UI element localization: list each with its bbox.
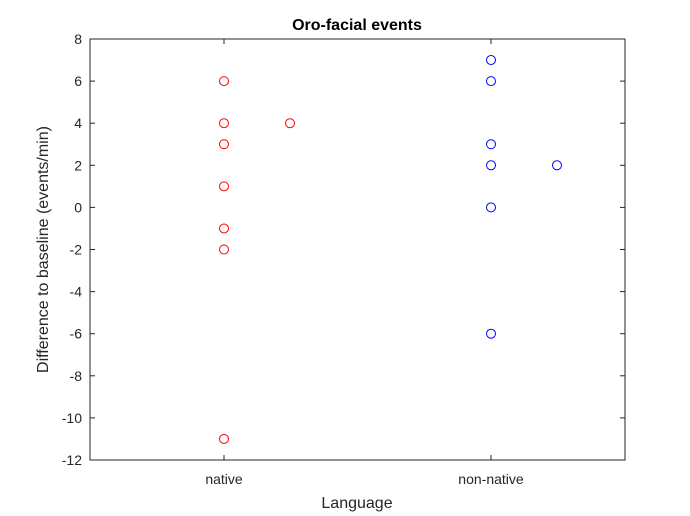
y-axis-ticks: -12 -10 -8 -6 -4 -2 0 2 4 6 8 [62, 31, 625, 468]
y-tick-label: -6 [70, 326, 83, 342]
data-point-non-native [552, 160, 562, 171]
data-point-native [219, 433, 229, 444]
x-axis-label: Language [321, 495, 392, 512]
y-tick-label: -8 [70, 368, 83, 384]
data-point-non-native [486, 76, 496, 87]
data-point-non-native [486, 139, 496, 150]
y-tick-label: 8 [74, 31, 82, 47]
y-tick-label: 0 [74, 199, 82, 215]
y-tick-label: -4 [70, 284, 83, 300]
y-tick-label: 6 [74, 73, 82, 89]
data-point-native [219, 223, 229, 234]
data-point-native [219, 118, 229, 129]
data-point-non-native [486, 328, 496, 339]
y-tick-label: 4 [74, 115, 82, 131]
axes-box [89, 38, 626, 461]
chart-title: Oro-facial events [292, 17, 422, 34]
data-point-non-native [486, 202, 496, 213]
x-axis-ticks: native non-native [205, 39, 524, 487]
data-point-native [219, 181, 229, 192]
data-point-non-native [486, 55, 496, 66]
y-tick-label: -2 [70, 242, 83, 258]
data-points [219, 55, 562, 444]
data-point-native [219, 139, 229, 150]
data-point-native [219, 244, 229, 255]
y-tick-label: 2 [74, 157, 82, 173]
y-tick-label: -12 [62, 452, 82, 468]
data-point-native [285, 118, 295, 129]
y-axis-label: Difference to baseline (events/min) [35, 126, 52, 373]
x-tick-label: non-native [458, 471, 524, 487]
data-point-native [219, 76, 229, 87]
y-tick-label: -10 [62, 410, 82, 426]
x-tick-label: native [205, 471, 243, 487]
plot-area [90, 39, 625, 460]
data-point-non-native [486, 160, 496, 171]
